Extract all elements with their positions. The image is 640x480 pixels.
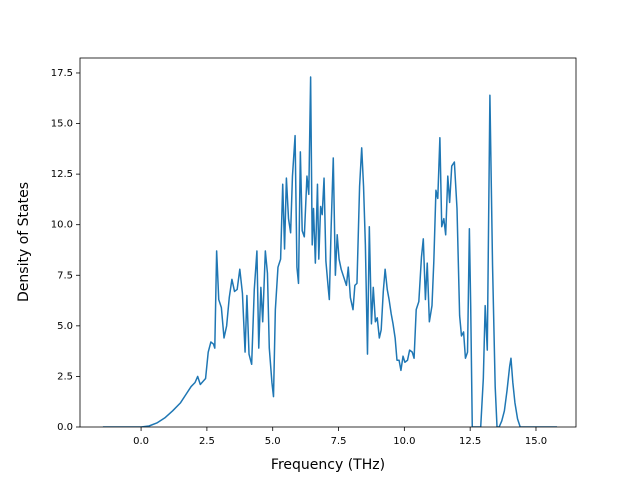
y-tick-label: 10.0 bbox=[51, 220, 73, 231]
x-tick-label: 5.0 bbox=[265, 436, 281, 447]
data-line bbox=[102, 76, 558, 427]
x-tick-label: 7.5 bbox=[331, 436, 347, 447]
plot-frame bbox=[79, 57, 577, 428]
y-tick-label: 15.0 bbox=[51, 119, 73, 130]
y-axis-label: Density of States bbox=[16, 182, 32, 302]
x-tick-label: 2.5 bbox=[199, 436, 215, 447]
x-tick-label: 10.0 bbox=[393, 436, 415, 447]
x-axis-label: Frequency (THz) bbox=[271, 457, 385, 473]
y-tick-label: 12.5 bbox=[51, 169, 73, 180]
y-tick-label: 17.5 bbox=[51, 68, 73, 79]
y-tick-label: 0.0 bbox=[57, 422, 73, 433]
y-tick-label: 5.0 bbox=[57, 321, 73, 332]
x-tick-label: 12.5 bbox=[459, 436, 481, 447]
x-tick-label: 15.0 bbox=[525, 436, 547, 447]
y-tick-label: 7.5 bbox=[57, 270, 73, 281]
y-tick-label: 2.5 bbox=[57, 371, 73, 382]
x-tick-label: 0.0 bbox=[133, 436, 149, 447]
